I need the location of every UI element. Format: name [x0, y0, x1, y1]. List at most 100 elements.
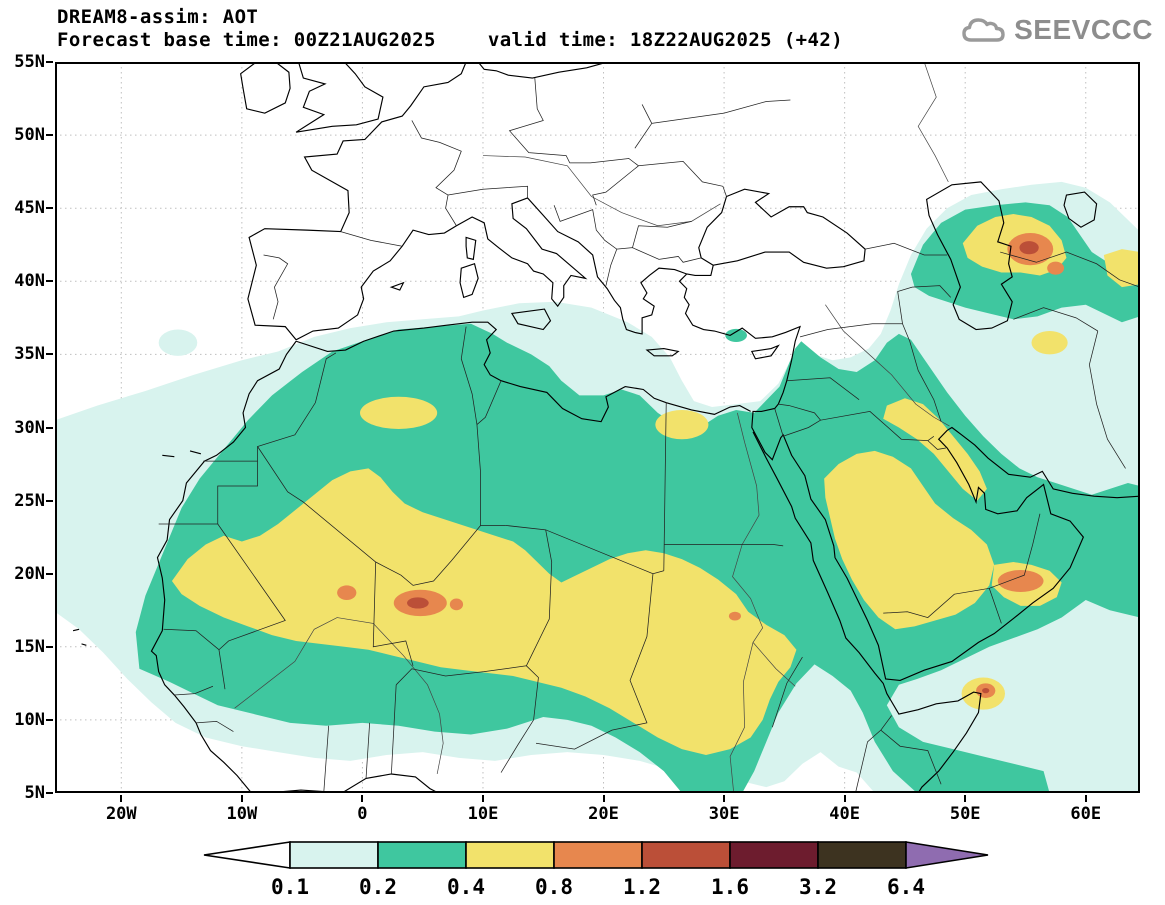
country-border	[264, 255, 288, 319]
aot-contour-region	[1047, 261, 1065, 275]
lat-tick-label: 40N	[14, 271, 45, 292]
country-border	[412, 120, 461, 225]
country-border	[855, 716, 941, 793]
lon-tick-label: 30E	[708, 804, 740, 824]
forecast-base-time: Forecast base time: 00Z21AUG2025	[57, 29, 436, 51]
colorbar-segment	[641, 841, 731, 869]
country-border	[174, 650, 396, 792]
aot-contour-region	[824, 450, 995, 630]
country-border	[258, 447, 506, 586]
country-border	[461, 327, 501, 526]
colorbar-segment	[817, 841, 907, 869]
river	[825, 305, 949, 426]
coastline	[342, 774, 438, 793]
coastline	[162, 451, 201, 457]
aot-contour-region	[982, 688, 990, 694]
colorbar-level-label: 0.1	[271, 875, 309, 899]
country-border	[800, 324, 941, 422]
seevccc-logo: SEEVCCC	[961, 14, 1153, 46]
lon-tick-label: 20E	[588, 804, 619, 824]
coastline	[512, 309, 551, 329]
country-border	[883, 514, 1040, 624]
lon-tick-label: 10E	[467, 804, 499, 824]
page-title: DREAM8-assim: AOT	[57, 6, 259, 28]
river	[730, 413, 763, 793]
coastline	[647, 349, 678, 356]
coastline	[391, 283, 403, 290]
country-border	[506, 403, 783, 574]
river	[235, 618, 444, 774]
lat-tick-label: 50N	[14, 125, 45, 146]
cloud-logo-icon	[962, 18, 1005, 42]
coastline	[478, 62, 602, 78]
axis-tick	[46, 426, 53, 429]
axis-tick	[1084, 795, 1087, 802]
aot-contour-region	[1031, 331, 1068, 355]
coastline	[466, 237, 476, 259]
coastline	[753, 432, 981, 793]
coastline	[679, 274, 1140, 680]
aot-contour-region	[158, 329, 198, 356]
aot-contour-region	[171, 468, 797, 755]
coastline	[151, 341, 296, 793]
contour-field-layer	[55, 181, 1140, 793]
colorbar-level-label: 6.4	[887, 875, 925, 899]
river	[918, 62, 948, 182]
country-border	[772, 657, 802, 727]
lon-tick-label: 20W	[105, 804, 137, 824]
axis-tick	[46, 792, 53, 794]
axis-tick	[240, 795, 243, 802]
country-border	[554, 205, 701, 262]
lon-tick-label: 40E	[829, 804, 860, 824]
coastline	[927, 182, 1013, 330]
aot-contour-region	[728, 611, 741, 621]
lat-tick-label: 35N	[14, 344, 45, 365]
colorbar-segment	[465, 841, 555, 869]
country-border	[341, 232, 402, 247]
axis-tick	[46, 499, 53, 502]
lon-tick-label: 60E	[1070, 804, 1102, 824]
country-border	[865, 243, 951, 323]
lat-tick-label: 10N	[14, 709, 45, 730]
axis-tick	[120, 795, 123, 802]
colorbar-level-label: 0.8	[535, 875, 573, 899]
lon-tick-label: 0	[357, 804, 368, 824]
aot-contour-region	[883, 398, 987, 501]
axis-tick	[361, 795, 364, 802]
country-border	[606, 249, 617, 286]
axis-tick	[46, 353, 53, 356]
axis-tick	[46, 718, 53, 721]
colorbar-level-label: 1.6	[711, 875, 749, 899]
aot-contour-region	[997, 570, 1044, 592]
coastline	[1064, 192, 1097, 227]
aot-contour-region	[337, 585, 357, 601]
aot-contour-region	[360, 396, 438, 429]
aot-contour-region	[1019, 241, 1039, 255]
colorbar-segment	[377, 841, 467, 869]
aot-contour-region	[725, 328, 747, 342]
lat-tick-label: 25N	[14, 490, 45, 511]
axis-tick	[46, 134, 53, 137]
map-header: DREAM8-assim: AOT Forecast base time: 00…	[57, 6, 843, 52]
country-border	[1000, 252, 1140, 287]
country-border	[821, 411, 946, 449]
coastline	[241, 62, 290, 113]
lat-tick-label: 55N	[14, 52, 45, 72]
colorbar-level-label: 1.2	[623, 875, 661, 899]
aot-contour-region	[407, 597, 429, 609]
logo-text: SEEVCCC	[1014, 14, 1153, 45]
axis-tick	[46, 572, 53, 575]
colorbar-level-label: 3.2	[799, 875, 837, 899]
axis-tick	[843, 795, 846, 802]
axis-tick	[46, 207, 53, 210]
axis-tick	[723, 795, 726, 802]
axis-tick	[481, 795, 484, 802]
country-border	[159, 353, 336, 524]
country-border	[526, 530, 551, 666]
country-border	[509, 78, 638, 166]
coastline	[296, 62, 383, 132]
colorbar-segment	[729, 841, 819, 869]
lon-tick-label: 10W	[226, 804, 258, 824]
colorbar-segment	[553, 841, 643, 869]
